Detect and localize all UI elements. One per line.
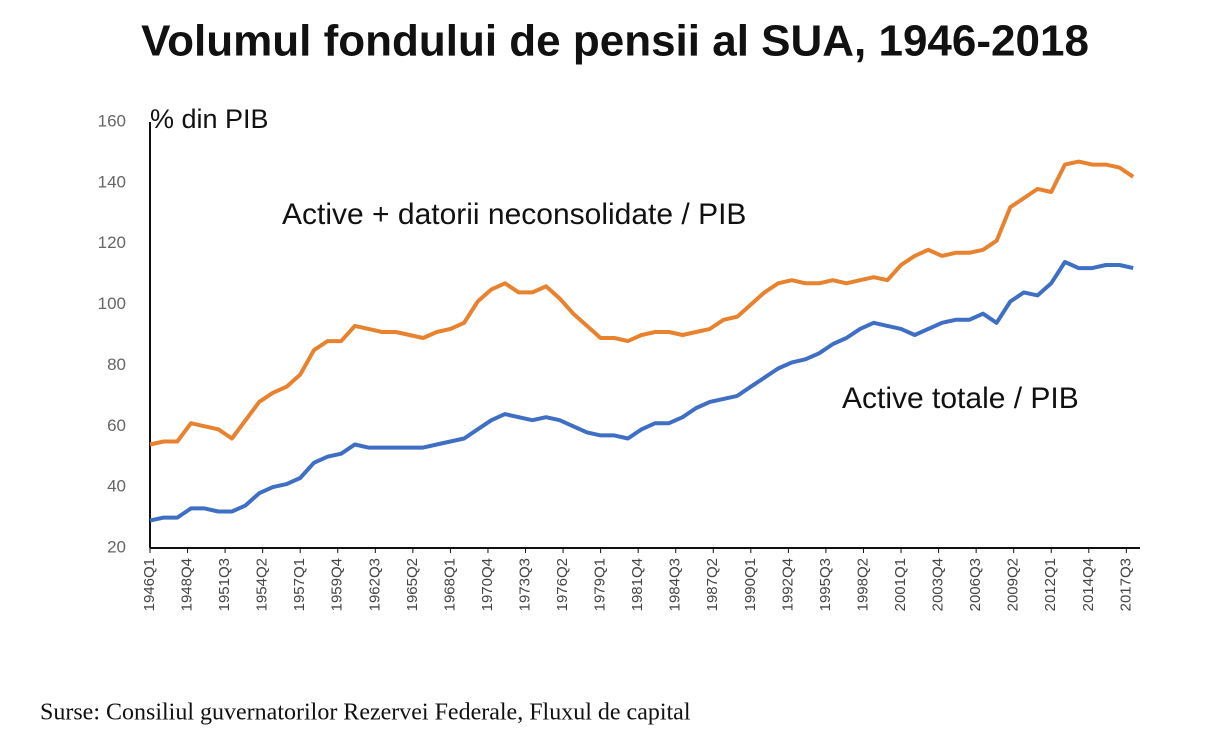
x-tick-label: 1976Q2	[554, 558, 571, 611]
x-tick-label: 1998Q2	[854, 558, 871, 611]
series-line	[149, 159, 1135, 447]
annotation: Active totale / PIB	[842, 382, 1079, 415]
x-tick-label: 1948Q4	[179, 558, 196, 611]
chart-title: Volumul fondului de pensii al SUA, 1946-…	[141, 17, 1089, 66]
x-tick-label: 2006Q3	[967, 558, 984, 611]
x-tick-label: 1954Q2	[254, 558, 271, 611]
x-tick-label: 2001Q1	[892, 558, 909, 611]
x-tick-label: 1992Q4	[779, 558, 796, 611]
x-tick-label: 1951Q3	[216, 558, 233, 611]
x-tick-label: 1965Q2	[404, 558, 421, 611]
y-tick-label: 100	[98, 294, 126, 313]
x-tick-label: 1959Q4	[329, 558, 346, 611]
x-tick-label: 1987Q2	[704, 558, 721, 611]
y-tick-label: 60	[107, 416, 126, 435]
annotation: Active + datorii neconsolidate / PIB	[282, 198, 746, 231]
y-tick-label: 80	[107, 355, 126, 374]
source: Surse: Consiliul guvernatorilor Rezervei…	[40, 700, 691, 726]
y-tick-label: 120	[98, 233, 126, 252]
x-tick-label: 1979Q1	[592, 558, 609, 611]
series-line	[149, 260, 1134, 523]
x-tick-label: 1984Q3	[667, 558, 684, 611]
y-tick-label: 20	[107, 537, 126, 556]
x-tick-label: 2009Q2	[1005, 558, 1022, 611]
x-tick-label: 2014Q4	[1080, 558, 1097, 611]
y-tick-label: 160	[98, 111, 126, 130]
y-tick-label: 40	[107, 477, 126, 496]
y-axis-label: % din PIB	[150, 104, 269, 134]
x-tick-label: 1995Q3	[817, 558, 834, 611]
x-tick-label: 1990Q1	[742, 558, 759, 611]
x-tick-label: 1973Q3	[516, 558, 533, 611]
x-tick-label: 2017Q3	[1117, 558, 1134, 611]
x-tick-label: 1946Q1	[141, 558, 158, 611]
y-tick-label: 140	[98, 172, 126, 191]
x-tick-label: 1970Q4	[479, 558, 496, 611]
x-tick-label: 1957Q1	[291, 558, 308, 611]
x-tick-label: 1981Q4	[629, 558, 646, 611]
x-tick-label: 1962Q3	[366, 558, 383, 611]
x-tick-label: 2003Q4	[930, 558, 947, 611]
x-tick-label: 1968Q1	[441, 558, 458, 611]
x-tick-label: 2012Q1	[1042, 558, 1059, 611]
